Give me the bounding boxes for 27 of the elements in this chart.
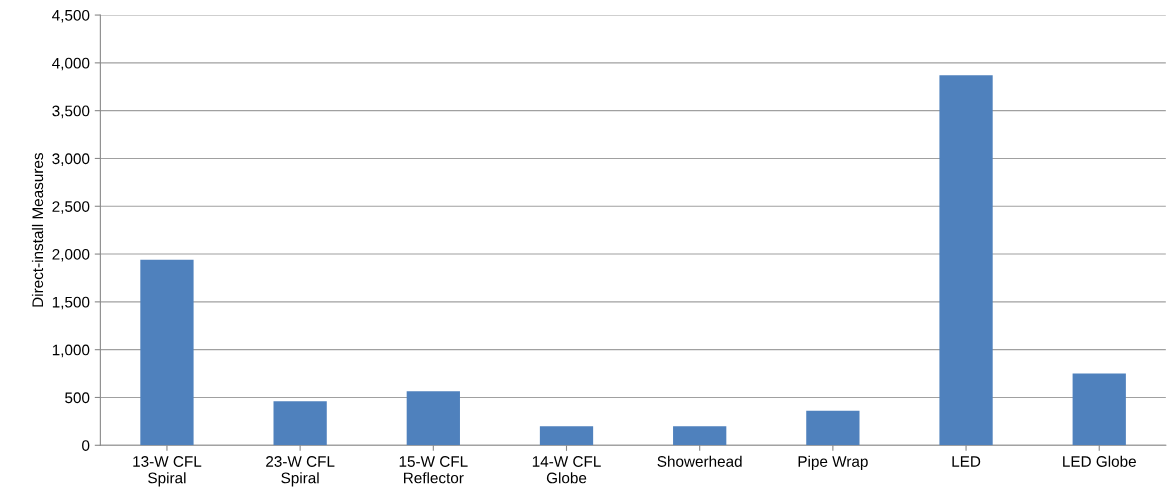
x-tick-label: 13-W CFL Spiral	[133, 456, 202, 487]
y-tick-label: 0	[82, 440, 90, 451]
bar	[140, 259, 194, 446]
x-tick-label: LED	[952, 456, 981, 467]
bar	[539, 426, 594, 446]
bar	[406, 391, 460, 446]
x-tick-label: Pipe Wrap	[798, 455, 868, 470]
y-tick-label: 3,500	[52, 105, 90, 119]
y-tick-label: 1,500	[52, 296, 90, 310]
y-tick-label: 4,000	[52, 57, 90, 71]
bar	[939, 75, 993, 446]
y-axis-title: Direct-install Measures	[31, 153, 44, 307]
x-tick-label: 23-W CFL Spiral	[266, 456, 335, 487]
y-tick-label: 2,500	[52, 201, 90, 214]
bar	[673, 426, 727, 446]
y-tick-label: 2,000	[52, 248, 90, 262]
x-tick-label: Showerhead	[657, 455, 742, 467]
y-tick-label: 4,500	[52, 9, 90, 23]
y-tick-label: 1,000	[52, 344, 90, 358]
y-tick-label: 3,000	[52, 153, 90, 166]
x-tick-label: 15-W CFL Reflector	[399, 456, 468, 484]
bar	[273, 401, 327, 446]
x-tick-label: LED Globe	[1063, 455, 1136, 467]
y-tick-label: 500	[65, 392, 90, 404]
bar	[806, 410, 860, 446]
x-tick-label: 14-W CFL Globe	[532, 456, 601, 484]
bar	[1072, 373, 1126, 446]
